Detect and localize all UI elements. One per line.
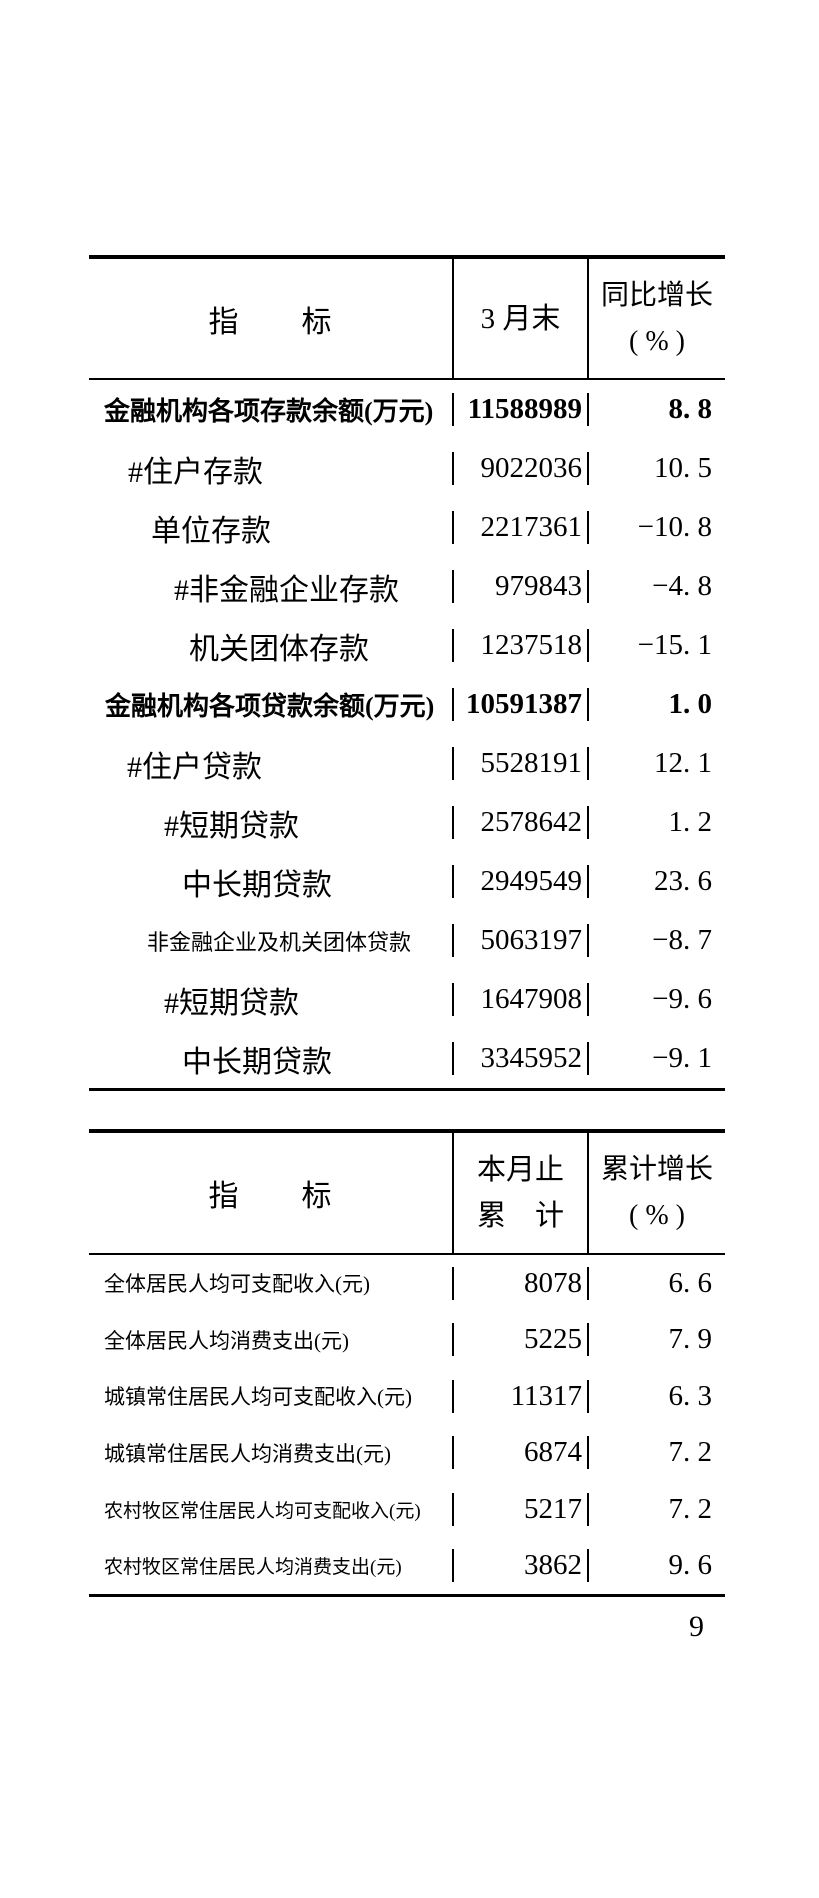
table-row: 单位存款 2217361 −10. 8 (89, 498, 725, 557)
row-value: 2578642 (452, 806, 587, 839)
row-growth: −4. 8 (587, 570, 725, 603)
row-value: 9022036 (452, 452, 587, 485)
table-row: 机关团体存款 1237518 −15. 1 (89, 616, 725, 675)
table-row: #非金融企业存款 979843 −4. 8 (89, 557, 725, 616)
row-growth: 6. 3 (587, 1379, 725, 1413)
table-row: 城镇常住居民人均消费支出(元) 6874 7. 2 (89, 1425, 725, 1482)
table-row: 农村牧区常住居民人均消费支出(元) 3862 9. 6 (89, 1538, 725, 1595)
row-value: 979843 (452, 570, 587, 603)
header-month-cumulative-line1: 本月止 (476, 1154, 564, 1186)
row-label: 全体居民人均消费支出(元) (104, 1328, 349, 1353)
table-row: 农村牧区常住居民人均可支配收入(元) 5217 7. 2 (89, 1481, 725, 1538)
row-label: 中长期贷款 (182, 1045, 332, 1079)
row-value: 10591387 (452, 688, 587, 721)
row-growth: 7. 9 (587, 1323, 725, 1357)
header-indicator: 指 标 (208, 1180, 333, 1213)
table-row: 城镇常住居民人均可支配收入(元) 11317 6. 3 (89, 1368, 725, 1425)
row-label: #短期贷款 (164, 986, 299, 1020)
row-value: 5225 (452, 1323, 587, 1357)
header-cumulative-growth-line1: 累计增长 (600, 1154, 713, 1185)
row-growth: 8. 8 (587, 393, 725, 426)
row-label: 全体居民人均可支配收入(元) (104, 1272, 370, 1297)
income-table: 指 标 本月止 累 计 累计增长 ( % ) 全体居民人均可支配收入(元) 80… (89, 1129, 725, 1597)
finance-table-body: 金融机构各项存款余额(万元) 11588989 8. 8 #住户存款 90220… (89, 380, 725, 1088)
row-growth: 10. 5 (587, 452, 725, 485)
row-label: 中长期贷款 (182, 868, 332, 902)
income-table-header: 指 标 本月止 累 计 累计增长 ( % ) (89, 1133, 725, 1255)
header-end-of-march-text: 3 月末 (480, 302, 561, 335)
finance-table-header: 指 标 3 月末 同比增长 ( % ) (89, 259, 725, 380)
row-value: 11317 (452, 1379, 587, 1413)
row-value: 11588989 (452, 393, 587, 426)
table-row: 全体居民人均可支配收入(元) 8078 6. 6 (89, 1255, 725, 1312)
table-row: 中长期贷款 2949549 23. 6 (89, 852, 725, 911)
row-growth: −10. 8 (587, 511, 725, 544)
header-yoy-growth-line2: ( % ) (629, 325, 685, 357)
row-label: 机关团体存款 (189, 632, 369, 666)
page-number: 9 (689, 1610, 704, 1643)
header-yoy-growth-line1: 同比增长 (600, 279, 713, 311)
row-label: 农村牧区常住居民人均消费支出(元) (104, 1557, 402, 1579)
row-value: 5528191 (452, 747, 587, 780)
row-growth: 23. 6 (587, 865, 725, 898)
row-value: 5063197 (452, 924, 587, 957)
row-value: 5217 (452, 1492, 587, 1526)
row-growth: −9. 6 (587, 983, 725, 1016)
header-month-cumulative: 本月止 累 计 (452, 1133, 587, 1253)
table-row: #住户存款 9022036 10. 5 (89, 439, 725, 498)
row-growth: −8. 7 (587, 924, 725, 957)
header-cumulative-growth-line2: ( % ) (629, 1200, 685, 1231)
row-growth: 12. 1 (587, 747, 725, 780)
row-growth: −9. 1 (587, 1042, 725, 1075)
row-growth: 1. 2 (587, 806, 725, 839)
income-table-body: 全体居民人均可支配收入(元) 8078 6. 6 全体居民人均消费支出(元) 5… (89, 1255, 725, 1594)
row-growth: 7. 2 (587, 1492, 725, 1526)
row-value: 8078 (452, 1266, 587, 1300)
row-label: #非金融企业存款 (174, 573, 399, 607)
row-value: 3862 (452, 1549, 587, 1583)
row-label: #短期贷款 (164, 809, 299, 843)
row-growth: 7. 2 (587, 1436, 725, 1470)
table-row: 中长期贷款 3345952 −9. 1 (89, 1029, 725, 1088)
header-indicator: 指 标 (208, 305, 333, 339)
table-row: 非金融企业及机关团体贷款 5063197 −8. 7 (89, 911, 725, 970)
row-value: 3345952 (452, 1042, 587, 1075)
table-row: #短期贷款 2578642 1. 2 (89, 793, 725, 852)
finance-table: 指 标 3 月末 同比增长 ( % ) 金融机构各项存款余额(万元) 11588… (89, 255, 725, 1091)
table-row: 金融机构各项贷款余额(万元) 10591387 1. 0 (89, 675, 725, 734)
row-label: 金融机构各项贷款余额(万元) (105, 692, 435, 721)
row-value: 2949549 (452, 865, 587, 898)
row-value: 6874 (452, 1436, 587, 1470)
header-end-of-march: 3 月末 (452, 259, 587, 378)
row-growth: 6. 6 (587, 1266, 725, 1300)
table-row: #短期贷款 1647908 −9. 6 (89, 970, 725, 1029)
row-label: 农村牧区常住居民人均可支配收入(元) (104, 1500, 421, 1522)
row-label: 金融机构各项存款余额(万元) (104, 397, 434, 426)
row-growth: 9. 6 (587, 1549, 725, 1583)
header-month-cumulative-line2: 累 计 (476, 1200, 564, 1232)
row-growth: −15. 1 (587, 629, 725, 662)
row-label: 非金融企业及机关团体贷款 (147, 929, 412, 955)
row-value: 1237518 (452, 629, 587, 662)
header-yoy-growth: 同比增长 ( % ) (587, 259, 725, 378)
row-label: 单位存款 (151, 514, 271, 548)
row-label: #住户贷款 (127, 750, 262, 784)
row-label: #住户存款 (128, 455, 263, 489)
table-row: 全体居民人均消费支出(元) 5225 7. 9 (89, 1312, 725, 1369)
header-cumulative-growth: 累计增长 ( % ) (587, 1133, 725, 1253)
table-row: 金融机构各项存款余额(万元) 11588989 8. 8 (89, 380, 725, 439)
table-row: #住户贷款 5528191 12. 1 (89, 734, 725, 793)
row-value: 2217361 (452, 511, 587, 544)
row-label: 城镇常住居民人均可支配收入(元) (104, 1385, 412, 1410)
row-value: 1647908 (452, 983, 587, 1016)
row-label: 城镇常住居民人均消费支出(元) (104, 1441, 391, 1466)
row-growth: 1. 0 (587, 688, 725, 721)
